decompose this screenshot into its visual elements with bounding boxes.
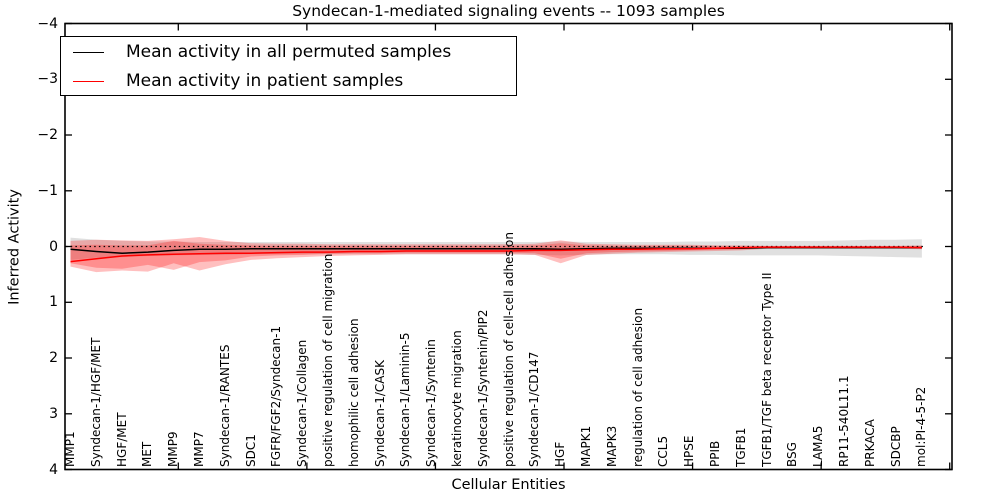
y-tick-label: −3 (37, 71, 58, 88)
x-tick-label: Syndecan-1/Collagen (295, 339, 310, 467)
x-tick-label: BSG (785, 442, 800, 467)
chart-title: Syndecan-1-mediated signaling events -- … (292, 2, 725, 20)
x-tick-label: positive regulation of cell migration (321, 253, 335, 467)
x-tick-label: Syndecan-1/CD147 (527, 351, 542, 467)
x-tick-label: homophilic cell adhesion (346, 318, 361, 467)
x-tick-label: regulation of cell adhesion (630, 307, 645, 467)
x-tick-label: RP11-540L11.1 (837, 375, 851, 467)
x-tick-label: Syndecan-1/Syntenin/PIP2 (475, 309, 490, 467)
x-tick-label: HPSE (682, 435, 697, 467)
legend-entry-patient: Mean activity in patient samples (61, 67, 516, 95)
x-tick-label: Syndecan-1/Syntenin (424, 339, 439, 467)
legend-label: Mean activity in all permuted samples (126, 42, 452, 62)
x-tick-label: MAPK3 (604, 425, 619, 467)
x-tick-label: Syndecan-1/HGF/MET (88, 337, 103, 467)
y-tick-label: 3 (49, 405, 58, 422)
x-tick-label: TGFB1/TGF beta receptor Type II (759, 272, 774, 467)
patient-line-swatch (73, 80, 104, 82)
y-tick-label: −1 (37, 182, 58, 199)
y-tick-label: −4 (37, 15, 58, 32)
y-tick-label: −2 (37, 127, 58, 143)
patient-mean-line (70, 246, 922, 263)
x-tick-label: MET (140, 441, 155, 467)
y-tick-label: 4 (49, 461, 58, 478)
x-tick-label: SDC1 (243, 434, 258, 467)
legend-entry-permuted: Mean activity in all permuted samples (61, 38, 516, 66)
x-tick-label: MMP1 (63, 431, 77, 467)
y-tick-label: 2 (49, 350, 58, 366)
x-tick-label: PRKACA (862, 419, 877, 467)
x-tick-label: LAMA5 (811, 425, 826, 467)
x-tick-label: Syndecan-1/Laminin-5 (398, 332, 413, 467)
x-tick-label: HGF (553, 441, 568, 467)
x-tick-label: Syndecan-1/CASK (372, 360, 387, 467)
legend-label: Mean activity in patient samples (126, 71, 404, 91)
x-tick-label: SDCBP (888, 426, 903, 467)
legend: Mean activity in all permuted samples Me… (60, 36, 517, 96)
x-tick-label: CCL5 (656, 435, 671, 467)
x-tick-label: TGFB1 (733, 427, 748, 467)
x-tick-label: HGF/MET (114, 412, 129, 467)
x-tick-label: keratinocyte migration (450, 330, 464, 467)
x-tick-label: MMP7 (192, 431, 206, 467)
x-tick-label: positive regulation of cell-cell adhesio… (501, 232, 516, 467)
x-tick-label: MMP9 (166, 431, 181, 467)
y-tick-label: 0 (49, 238, 58, 255)
x-tick-label: PPIB (708, 440, 722, 467)
patient-samples-spread-outer-band (70, 237, 922, 273)
x-axis-title: Cellular Entities (451, 477, 566, 493)
y-tick-label: 1 (49, 294, 58, 311)
x-tick-label: Syndecan-1/RANTES (217, 344, 232, 467)
x-tick-label: FGFR/FGF2/Syndecan-1 (269, 325, 284, 467)
x-tick-label: mol:PI-4-5-P2 (914, 386, 929, 467)
x-tick-label: MAPK1 (579, 425, 593, 467)
permuted-line-swatch (73, 51, 104, 53)
